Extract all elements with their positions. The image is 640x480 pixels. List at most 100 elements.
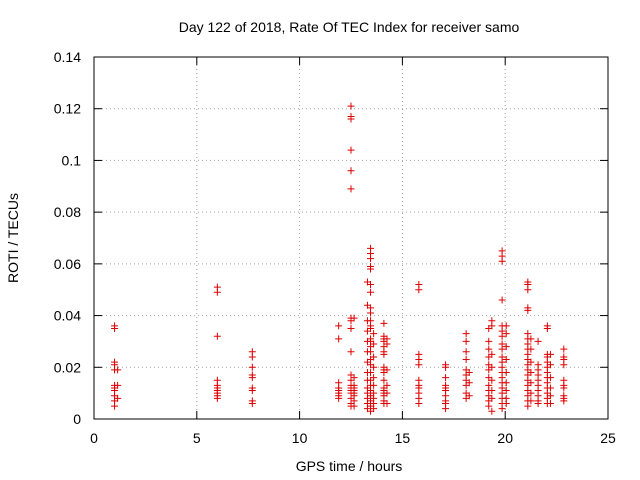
data-point [370, 340, 378, 348]
data-point [502, 322, 510, 330]
data-point [248, 387, 256, 395]
x-tick-label: 15 [395, 430, 411, 446]
data-point [524, 402, 532, 410]
y-tick-label: 0.08 [54, 204, 81, 220]
data-point [383, 389, 391, 397]
data-point [367, 281, 375, 289]
data-point [462, 356, 470, 364]
y-tick-label: 0.02 [54, 359, 81, 375]
data-point [546, 392, 554, 400]
data-point [527, 389, 535, 397]
data-point [383, 399, 391, 407]
data-point [370, 363, 378, 371]
data-point [546, 350, 554, 358]
data-point [488, 363, 496, 371]
data-point [114, 394, 122, 402]
data-point [335, 322, 343, 330]
data-point [213, 394, 221, 402]
data-point [347, 167, 355, 175]
data-point [488, 322, 496, 330]
data-point [462, 330, 470, 338]
data-point [560, 345, 568, 353]
data-point [248, 353, 256, 361]
data-point [534, 399, 542, 407]
data-point [560, 397, 568, 405]
x-tick-label: 5 [193, 430, 201, 446]
data-point [546, 384, 554, 392]
data-point [498, 345, 506, 353]
data-point [502, 399, 510, 407]
chart-title: Day 122 of 2018, Rate Of TEC Index for r… [179, 19, 520, 35]
x-tick-label: 20 [497, 430, 513, 446]
data-point [527, 358, 535, 366]
data-point [488, 376, 496, 384]
data-point [347, 115, 355, 123]
data-point [383, 340, 391, 348]
data-point [488, 394, 496, 402]
data-point [367, 288, 375, 296]
data-point [462, 348, 470, 356]
y-tick-label: 0 [73, 411, 81, 427]
data-point [350, 374, 358, 382]
data-point [370, 405, 378, 413]
data-point [527, 379, 535, 387]
x-tick-label: 25 [600, 430, 616, 446]
data-point [350, 314, 358, 322]
data-point [485, 345, 493, 353]
y-axis-label: ROTI / TECUs [5, 193, 21, 283]
data-point [213, 332, 221, 340]
data-point [498, 257, 506, 265]
data-point [370, 374, 378, 382]
data-point [546, 361, 554, 369]
data-point [534, 337, 542, 345]
x-tick-label: 10 [292, 430, 308, 446]
data-point [248, 374, 256, 382]
data-point [347, 348, 355, 356]
data-point [498, 332, 506, 340]
data-point [498, 296, 506, 304]
data-points [111, 102, 568, 415]
data-point [415, 361, 423, 369]
data-point [380, 350, 388, 358]
data-point [114, 381, 122, 389]
data-point [347, 185, 355, 193]
data-point [380, 319, 388, 327]
data-point [111, 325, 119, 332]
data-point [465, 368, 473, 376]
data-point [488, 350, 496, 358]
y-tick-label: 0.12 [54, 101, 81, 117]
data-point [111, 402, 119, 410]
data-point [560, 384, 568, 392]
data-point [502, 356, 510, 364]
data-point [383, 366, 391, 374]
data-point [350, 402, 358, 410]
data-point [248, 363, 256, 371]
data-point [442, 374, 450, 382]
data-point [502, 387, 510, 395]
data-point [367, 325, 375, 332]
data-point [465, 392, 473, 400]
data-point [498, 405, 506, 413]
data-point [415, 286, 423, 294]
y-tick-labels: 0 0.02 0.04 0.06 0.08 0.1 0.12 0.14 [54, 49, 81, 427]
data-point [335, 335, 343, 343]
data-point [502, 330, 510, 338]
plot-frame [93, 56, 609, 420]
data-point [367, 348, 375, 356]
x-tick-labels: 0 5 10 15 20 25 [90, 430, 616, 446]
data-point [347, 146, 355, 154]
data-point [367, 265, 375, 273]
y-tick-label: 0.06 [54, 256, 81, 272]
data-point [527, 335, 535, 343]
data-point [488, 407, 496, 415]
data-point [442, 405, 450, 413]
data-point [502, 343, 510, 351]
data-point [502, 368, 510, 376]
data-point [485, 337, 493, 345]
data-point [370, 381, 378, 389]
data-point [213, 288, 221, 296]
data-point [502, 379, 510, 387]
x-tick-label: 0 [90, 430, 98, 446]
